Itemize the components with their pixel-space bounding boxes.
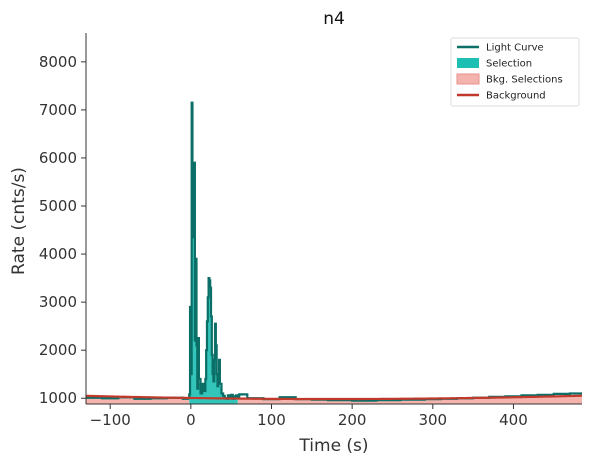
chart-title: n4 [323, 9, 345, 29]
light-curve-line [86, 101, 582, 402]
y-tick-label: 3000 [39, 293, 77, 311]
y-tick-label: 8000 [39, 53, 77, 71]
y-tick-label: 6000 [39, 149, 77, 167]
x-tick-label: 200 [338, 411, 367, 429]
x-tick-label: 100 [257, 411, 286, 429]
x-tick-label: 400 [499, 411, 528, 429]
legend-label: Background [486, 91, 546, 102]
axes: −100 0 100 200 300 400 1000 2000 3000 4000 5000 600… [39, 33, 582, 429]
legend-label: Selection [486, 59, 532, 70]
x-tick-label: −100 [90, 411, 131, 429]
y-tick-label: 7000 [39, 101, 77, 119]
x-tick-label: 300 [418, 411, 447, 429]
y-tick-label: 2000 [39, 341, 77, 359]
legend-swatch-patch [457, 58, 479, 68]
x-axis-label: Time (s) [298, 436, 368, 456]
legend-swatch-patch [456, 73, 480, 85]
y-axis-label: Rate (cnts/s) [9, 167, 29, 275]
legend-label: Light Curve [486, 43, 544, 54]
plot-area [86, 101, 582, 404]
plot-content [86, 101, 582, 404]
x-tick-label: 0 [186, 411, 196, 429]
legend-frame [450, 37, 580, 107]
y-tick-label: 5000 [39, 197, 77, 215]
selection-area [189, 102, 238, 404]
y-tick-label: 4000 [39, 245, 77, 263]
legend-label: Bkg. Selections [486, 75, 563, 86]
legend: Light Curve Selection Bkg. Selections Backg… [450, 37, 580, 107]
background-line [86, 394, 582, 401]
y-tick-label: 1000 [39, 389, 77, 407]
